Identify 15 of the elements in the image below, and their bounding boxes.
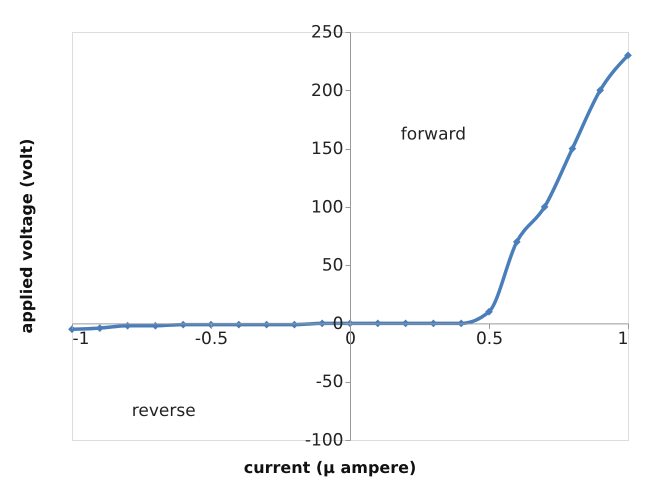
annotation: reverse (132, 400, 196, 421)
x-axis-title: current (µ ampere) (244, 458, 416, 477)
y-tick-label: -100 (304, 430, 344, 450)
x-tick-label: 1 (618, 328, 628, 349)
x-tick-label: -1 (72, 328, 90, 349)
x-tick-label: 0.5 (476, 328, 504, 349)
y-tick-label: 50 (322, 256, 344, 276)
y-axis-title: applied voltage (volt) (17, 138, 36, 334)
y-tick-label: 250 (311, 22, 344, 42)
y-tick-label: 150 (311, 139, 344, 160)
y-tick-label: -50 (316, 372, 344, 392)
y-tick-label: 200 (311, 80, 344, 101)
y-tick-label: 100 (311, 197, 344, 218)
x-tick-label: -0.5 (194, 328, 228, 349)
annotation: forward (400, 124, 466, 145)
